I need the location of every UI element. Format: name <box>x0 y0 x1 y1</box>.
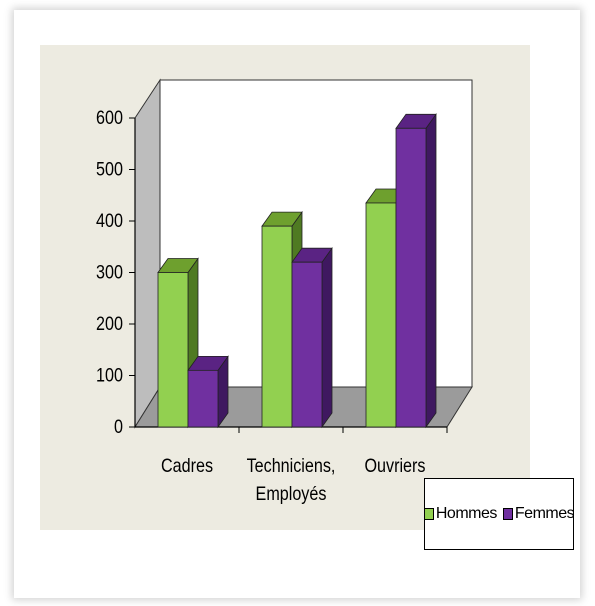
y-tick-label: 200 <box>96 313 123 335</box>
y-tick-label: 0 <box>114 416 123 438</box>
bar-femmes-0 <box>187 369 219 428</box>
bar-femmes-1 <box>291 261 323 428</box>
category-label: Ouvriers <box>365 455 426 477</box>
legend-swatch-femmes <box>502 508 513 520</box>
bar-hommes-2 <box>365 202 397 428</box>
legend-swatch-hommes <box>423 508 434 520</box>
category-label: Cadres <box>161 455 213 477</box>
bar-hommes-0 <box>157 272 189 428</box>
legend-item-femmes: Femmes <box>502 505 575 523</box>
y-tick-label: 600 <box>96 107 123 129</box>
legend: Hommes Femmes <box>423 478 575 550</box>
legend-label-hommes: Hommes <box>435 505 498 522</box>
category-label: Techniciens, <box>247 455 336 477</box>
bar-femmes-2 <box>395 127 427 428</box>
legend-item-hommes: Hommes <box>423 505 498 523</box>
y-tick-label: 500 <box>96 158 123 180</box>
y-tick-label: 100 <box>96 364 123 386</box>
legend-label-femmes: Femmes <box>514 505 575 522</box>
y-tick-label: 400 <box>96 210 123 232</box>
y-tick-label: 300 <box>96 261 123 283</box>
bar-side <box>425 113 437 429</box>
side-wall <box>134 78 161 429</box>
bar-hommes-1 <box>261 225 293 428</box>
bar-side <box>321 246 333 429</box>
category-label: Employés <box>256 483 327 505</box>
